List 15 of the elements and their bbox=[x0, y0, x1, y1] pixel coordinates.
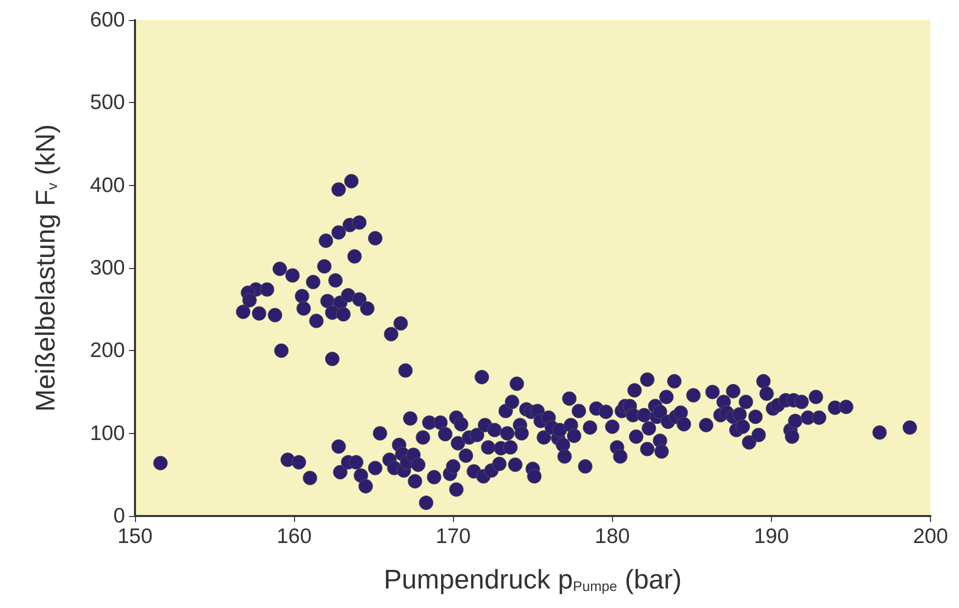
y-axis-title: Meißelbelastung Fv (kN) bbox=[30, 124, 60, 412]
x-tick-label: 150 bbox=[117, 525, 153, 548]
y-tick-label: 100 bbox=[90, 422, 125, 445]
y-tick-label: 300 bbox=[90, 256, 125, 280]
x-tick-label: 170 bbox=[436, 525, 471, 548]
y-tick-label: 200 bbox=[90, 339, 125, 362]
y-tick-label: 500 bbox=[90, 91, 125, 114]
y-tick-label: 600 bbox=[90, 8, 125, 32]
y-tick-label: 400 bbox=[90, 174, 125, 197]
x-tick-label: 160 bbox=[276, 525, 312, 548]
x-tick-label: 180 bbox=[594, 525, 630, 548]
y-tick-label: 0 bbox=[113, 504, 125, 528]
x-axis-title: Pumpendruck pPumpe (bar) bbox=[384, 564, 682, 594]
x-tick-label: 190 bbox=[754, 525, 789, 548]
x-tick-label: 200 bbox=[912, 525, 948, 548]
